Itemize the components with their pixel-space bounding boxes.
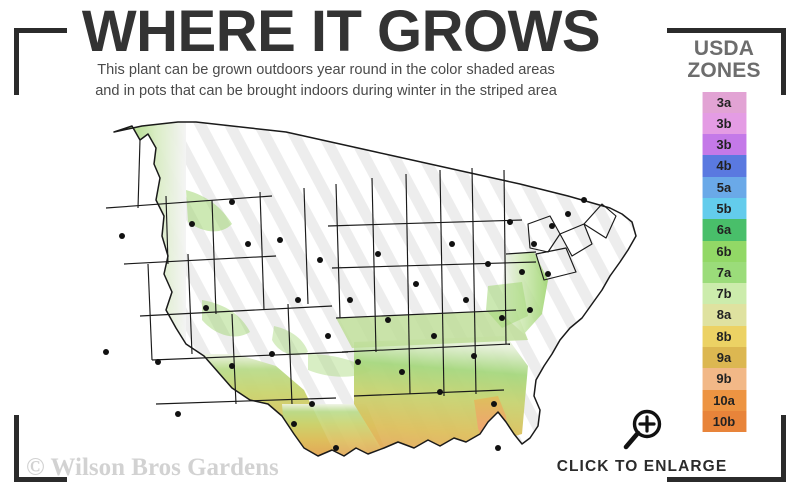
enlarge-label: CLICK TO ENLARGE bbox=[556, 458, 728, 475]
zone-chip-3a: 3a bbox=[701, 91, 747, 113]
zone-chip-5b: 5b bbox=[701, 197, 747, 220]
city-markers bbox=[103, 197, 587, 451]
zone-chip-8b: 8b bbox=[701, 325, 747, 348]
state-boundaries bbox=[105, 121, 637, 457]
frame-corner-top-left bbox=[14, 28, 67, 95]
zone-chip-9b: 9b bbox=[701, 368, 747, 390]
zone-chip-4b: 4b bbox=[701, 155, 747, 177]
watermark: © Wilson Bros Gardens bbox=[26, 454, 279, 481]
frame-corner-top-right bbox=[667, 28, 786, 95]
frame-corner-bottom-left bbox=[14, 415, 67, 482]
zone-chip-3b: 3b bbox=[701, 112, 747, 135]
zone-chip-8a: 8a bbox=[701, 304, 747, 326]
zone-swatch-stack: 3a 3b 3b 4b 5a 5b 6a 6b 7a 7b 8a 8b 9a 9b 10a 10b bbox=[686, 91, 762, 433]
enlarge-control[interactable]: CLICK TO ENLARGE bbox=[542, 408, 742, 476]
zone-chip-10b: 10b bbox=[701, 410, 747, 433]
zone-chip-3b: 3b bbox=[701, 134, 747, 156]
subtitle-line-1: This plant can be grown outdoors year ro… bbox=[97, 62, 555, 78]
zone-chip-6b: 6b bbox=[701, 240, 747, 262]
page-title: WHERE IT GROWS bbox=[81, 0, 601, 64]
legend-title-line-1: USDA bbox=[693, 37, 755, 60]
page-subtitle: This plant can be grown outdoors year ro… bbox=[26, 60, 626, 101]
legend-title-line-2: ZONES bbox=[687, 59, 761, 83]
legend-title: USDA ZONES bbox=[686, 37, 762, 83]
zone-chip-6a: 6a bbox=[701, 219, 747, 241]
zone-chip-5a: 5a bbox=[701, 176, 747, 198]
usda-zones-legend: USDA ZONES 3a 3b 3b 4b 5a 5b 6a 6b 7a 7b 8a 8b 9a 9b 1… bbox=[686, 37, 762, 433]
frame-corner-bottom-right bbox=[667, 415, 786, 482]
zone-chip-7b: 7b bbox=[701, 283, 747, 305]
subtitle-line-2: and in pots that can be brought indoors … bbox=[95, 82, 557, 99]
zone-chip-10a: 10a bbox=[701, 389, 747, 411]
magnifier-plus-icon[interactable] bbox=[618, 408, 666, 452]
usda-zone-map[interactable] bbox=[36, 104, 662, 470]
zone-chip-7a: 7a bbox=[701, 261, 747, 284]
zone-chip-9a: 9a bbox=[701, 347, 747, 369]
